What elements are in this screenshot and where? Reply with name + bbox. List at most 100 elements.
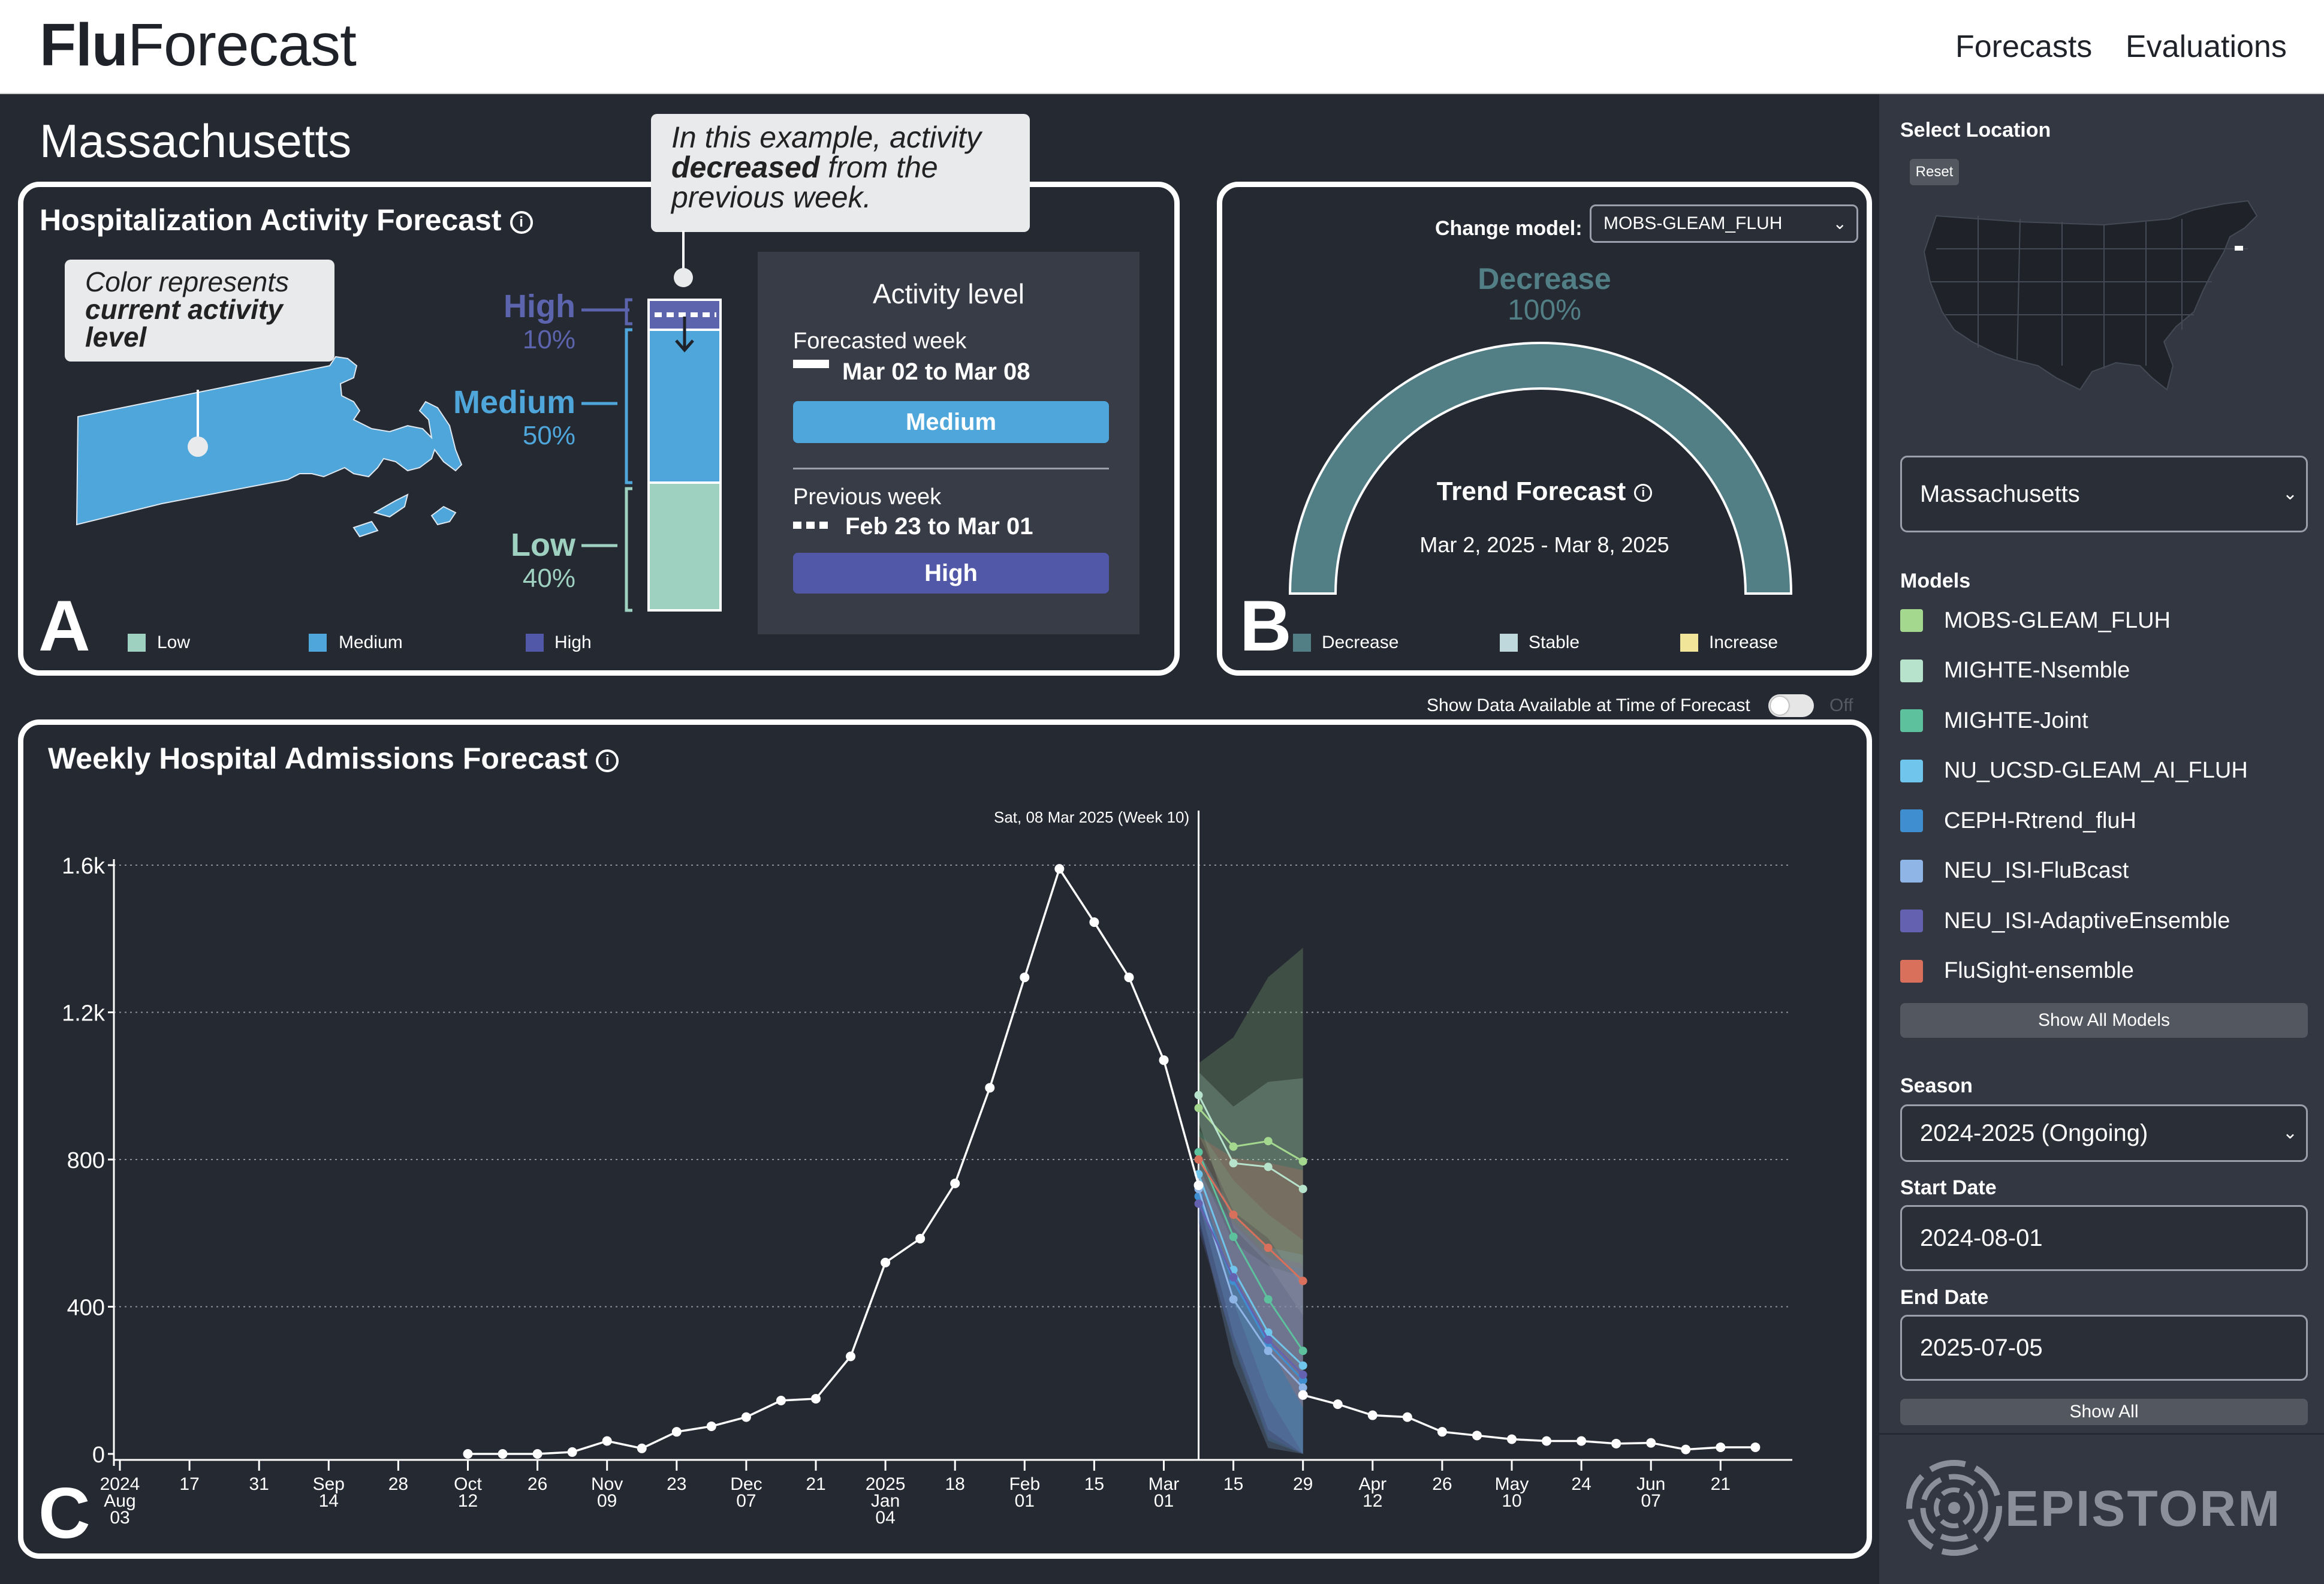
- chevron-down-icon: ⌄: [2282, 484, 2298, 504]
- trend-gauge: [1288, 342, 1793, 595]
- legend-stable-swatch: [1500, 634, 1518, 652]
- model-label: NEU_ISI-FluBcast: [1944, 858, 2129, 883]
- model-label: NU_UCSD-GLEAM_AI_FLUH: [1944, 758, 2248, 783]
- legend-high: High: [554, 633, 592, 652]
- legend-low-swatch: [128, 634, 146, 652]
- end-date-input[interactable]: 2025-07-05: [1900, 1315, 2308, 1381]
- model-item[interactable]: MIGHTE-Joint: [1900, 706, 2088, 736]
- forecast-point: [1298, 1157, 1307, 1166]
- page-title: Massachusetts: [40, 115, 352, 167]
- x-tick-label: Apr: [1358, 1474, 1386, 1494]
- model-swatch: [1900, 609, 1923, 632]
- level-high-label: High 10%: [504, 288, 575, 354]
- model-swatch: [1900, 709, 1923, 732]
- location-select[interactable]: Massachusetts ⌄: [1900, 456, 2308, 532]
- data-toggle-switch[interactable]: [1768, 694, 1814, 717]
- observed-point: [950, 1178, 960, 1188]
- model-label: MIGHTE-Joint: [1944, 707, 2088, 733]
- model-item[interactable]: NEU_ISI-FluBcast: [1900, 856, 2129, 886]
- callout-pointer: [674, 231, 693, 287]
- forecasted-level-badge: Medium: [793, 401, 1109, 443]
- x-tick-label: 26: [528, 1474, 547, 1494]
- nav-evaluations[interactable]: Evaluations: [2126, 29, 2287, 64]
- legend-stable: Stable: [1529, 633, 1580, 652]
- x-tick-label: 10: [1502, 1491, 1521, 1511]
- model-swatch: [1900, 910, 1923, 932]
- forecast-point: [1229, 1210, 1238, 1219]
- info-icon[interactable]: i: [510, 210, 533, 234]
- observed-point: [1716, 1442, 1726, 1452]
- chevron-down-icon: ⌄: [1832, 214, 1847, 233]
- x-tick-label: 29: [1293, 1474, 1313, 1494]
- data-toggle-state: Off: [1829, 695, 1853, 715]
- observed-point: [1577, 1436, 1587, 1446]
- forecast-point: [1264, 1295, 1273, 1304]
- y-tick-label: 1.2k: [62, 1001, 106, 1026]
- x-tick-label: 23: [667, 1474, 686, 1494]
- observed-point: [1750, 1442, 1761, 1452]
- model-item[interactable]: NEU_ISI-AdaptiveEnsemble: [1900, 906, 2230, 936]
- observed-point: [985, 1083, 995, 1093]
- admissions-forecast-panel: [18, 719, 1872, 1559]
- nav-forecasts[interactable]: Forecasts: [1955, 29, 2093, 64]
- forecast-band: [1198, 1129, 1303, 1454]
- observed-point: [846, 1351, 856, 1362]
- model-swatch: [1900, 659, 1923, 682]
- decrease-callout: In this example, activity decreased from…: [651, 114, 1030, 232]
- model-item[interactable]: NU_UCSD-GLEAM_AI_FLUH: [1900, 756, 2248, 786]
- forecast-point: [1298, 1276, 1307, 1285]
- reset-button[interactable]: Reset: [1910, 159, 1959, 185]
- forecast-line: [1198, 1159, 1304, 1282]
- x-tick-label: Dec: [730, 1474, 762, 1494]
- forecast-point: [1229, 1295, 1238, 1304]
- forecast-point: [1298, 1371, 1307, 1380]
- x-tick-label: 04: [875, 1508, 895, 1528]
- info-icon[interactable]: i: [1634, 484, 1653, 502]
- dotted-line-icon: [793, 522, 829, 529]
- start-date-input[interactable]: 2024-08-01: [1900, 1205, 2308, 1271]
- massachusetts-highlight: [2235, 246, 2243, 251]
- model-item[interactable]: FluSight-ensemble: [1900, 956, 2134, 986]
- info-icon[interactable]: i: [596, 749, 619, 772]
- model-swatch: [1900, 859, 1923, 883]
- observed-point: [1507, 1434, 1517, 1444]
- forecast-band: [1198, 1180, 1303, 1454]
- season-select[interactable]: 2024-2025 (Ongoing) ⌄: [1900, 1104, 2308, 1162]
- forecast-point: [1229, 1273, 1238, 1282]
- y-tick-label: 0: [92, 1443, 105, 1468]
- show-all-models-button[interactable]: Show All Models: [1900, 1003, 2308, 1038]
- observed-point: [532, 1449, 542, 1459]
- forecasted-week-label: Forecasted week: [793, 329, 967, 354]
- x-tick-label: Jun: [1636, 1474, 1665, 1494]
- observed-point: [1611, 1438, 1621, 1449]
- epistorm-logo-text: EPISTORM: [2005, 1480, 2282, 1537]
- observed-point: [1333, 1399, 1343, 1410]
- change-model-select[interactable]: MOBS-GLEAM_FLUH ⌄: [1590, 204, 1858, 243]
- forecast-line: [1198, 1152, 1304, 1351]
- model-label: CEPH-Rtrend_fluH: [1944, 808, 2136, 833]
- show-all-button[interactable]: Show All: [1900, 1399, 2308, 1425]
- trend-forecast-panel: [1217, 182, 1872, 676]
- trend-percentage: 100%: [1508, 294, 1581, 326]
- model-item[interactable]: MIGHTE-Nsemble: [1900, 656, 2130, 686]
- forecast-point: [1264, 1163, 1273, 1172]
- data-toggle-label: Show Data Available at Time of Forecast: [1427, 695, 1750, 715]
- legend-increase: Increase: [1709, 633, 1779, 652]
- observed-point: [637, 1443, 647, 1453]
- model-item[interactable]: CEPH-Rtrend_fluH: [1900, 806, 2136, 836]
- brand-logo[interactable]: FluForecast: [40, 11, 357, 79]
- observed-point: [706, 1421, 716, 1431]
- x-tick-label: 07: [736, 1491, 756, 1511]
- model-label: MOBS-GLEAM_FLUH: [1944, 607, 2171, 633]
- x-tick-label: 26: [1432, 1474, 1452, 1494]
- observed-point: [1089, 917, 1099, 927]
- start-date-label: Start Date: [1900, 1176, 1997, 1199]
- legend-decrease: Decrease: [1322, 633, 1399, 652]
- forecast-point: [1194, 1104, 1203, 1113]
- state-map[interactable]: [72, 354, 480, 558]
- model-item[interactable]: MOBS-GLEAM_FLUH: [1900, 606, 2171, 636]
- us-map[interactable]: [1912, 192, 2272, 408]
- forecast-point: [1229, 1142, 1238, 1151]
- observed-point: [1472, 1431, 1482, 1441]
